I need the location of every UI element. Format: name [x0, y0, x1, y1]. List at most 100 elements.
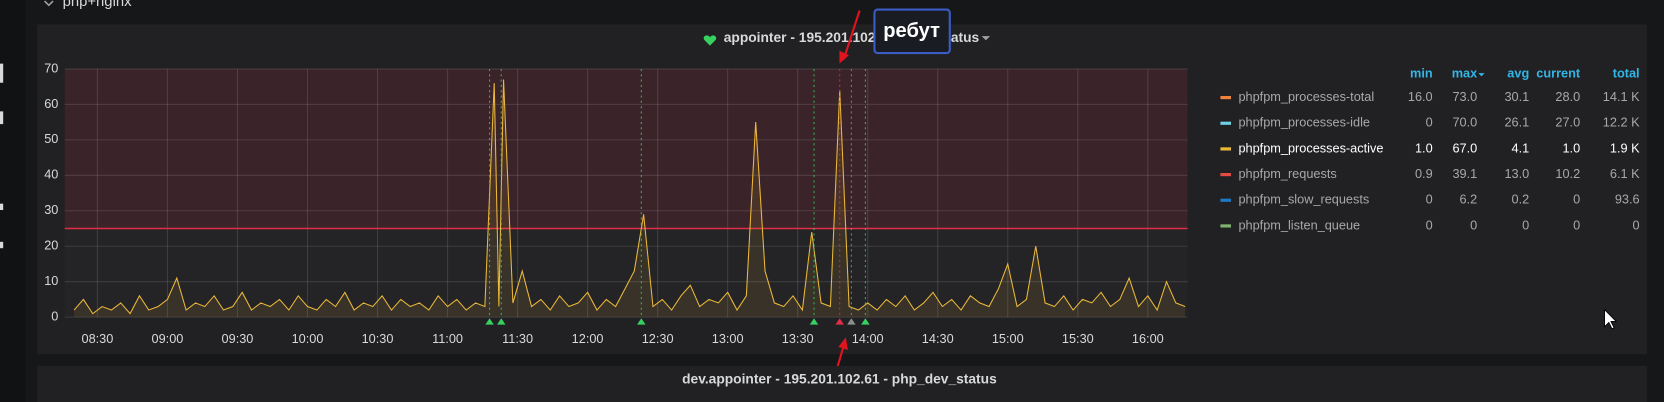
legend-name: phpfpm_slow_requests — [1238, 192, 1369, 207]
legend-stat: 0 — [1573, 192, 1580, 207]
legend-stat: 0 — [1426, 192, 1433, 207]
legend-header: current — [1536, 66, 1581, 81]
legend-name: phpfpm_requests — [1238, 166, 1336, 181]
annotation-text: ребут — [883, 20, 940, 42]
annotation-marker — [496, 318, 506, 325]
x-tick-label: 15:30 — [1062, 331, 1094, 346]
legend-stat: 0 — [1573, 217, 1580, 232]
panel-title-end[interactable]: atus — [951, 30, 980, 45]
x-tick-label: 14:30 — [922, 331, 954, 346]
x-tick-label: 12:30 — [642, 331, 674, 346]
section-title[interactable]: php+nginx — [63, 0, 133, 10]
legend-header: min — [1410, 66, 1433, 81]
legend-stat: 27.0 — [1555, 115, 1580, 130]
plot-area — [64, 68, 1188, 318]
y-tick-label: 70 — [44, 60, 58, 75]
legend-stat: 1.9 K — [1610, 140, 1640, 155]
x-tick-label: 10:30 — [362, 331, 394, 346]
legend-stat: 14.1 K — [1603, 89, 1640, 104]
y-tick-label: 60 — [44, 96, 58, 111]
legend-swatch — [1220, 198, 1232, 202]
legend-name: phpfpm_processes-idle — [1238, 115, 1370, 130]
legend-header: max — [1452, 66, 1477, 81]
legend-stat: 26.1 — [1504, 115, 1529, 130]
legend-stat: 4.1 — [1512, 140, 1530, 155]
x-tick-label: 13:00 — [712, 331, 744, 346]
y-tick-label: 20 — [44, 238, 58, 253]
y-tick-label: 0 — [51, 309, 58, 324]
x-tick-label: 16:00 — [1132, 331, 1164, 346]
legend-stat: 73.0 — [1452, 89, 1477, 104]
heart-icon — [703, 35, 717, 46]
x-tick-label: 08:30 — [81, 331, 113, 346]
sidebar-icon — [0, 241, 4, 249]
x-tick-label: 09:00 — [152, 331, 184, 346]
panel-title[interactable]: appointer - 195.201.102 — [724, 30, 876, 45]
legend-swatch — [1220, 147, 1232, 151]
next-panel — [37, 365, 1648, 402]
x-tick-label: 12:00 — [572, 331, 604, 346]
annotation-marker — [835, 318, 844, 325]
legend-swatch — [1220, 224, 1232, 228]
legend-stat: 1.0 — [1415, 140, 1433, 155]
x-tick-label: 13:30 — [782, 331, 814, 346]
annotation-box — [873, 8, 951, 55]
x-tick-label: 09:30 — [222, 331, 254, 346]
arrowhead — [839, 50, 849, 64]
sort-caret — [1478, 73, 1485, 77]
legend-stat: 28.0 — [1555, 89, 1580, 104]
y-tick-label: 10 — [44, 273, 58, 288]
next-panel-title[interactable]: dev.appointer - 195.201.102.61 - php_dev… — [682, 371, 997, 386]
legend-swatch — [1220, 121, 1232, 125]
legend-stat: 6.2 — [1460, 192, 1478, 207]
legend-stat: 93.6 — [1615, 192, 1640, 207]
annotation-marker — [861, 318, 870, 325]
legend-name: phpfpm_processes-total — [1238, 89, 1374, 104]
sidebar — [0, 0, 26, 402]
legend-swatch — [1220, 172, 1232, 177]
annotation-marker — [809, 318, 819, 325]
arrowhead — [838, 337, 848, 351]
legend-stat: 0 — [1470, 217, 1477, 232]
legend-name: phpfpm_listen_queue — [1238, 217, 1360, 232]
threshold-region — [64, 68, 1188, 229]
sidebar-icon — [0, 63, 4, 83]
legend-stat: 10.2 — [1555, 166, 1580, 181]
legend-stat: 0 — [1633, 217, 1640, 232]
y-tick-label: 50 — [44, 131, 58, 146]
legend-stat: 0.2 — [1512, 192, 1530, 207]
y-tick-label: 40 — [44, 167, 58, 182]
legend-stat: 0 — [1522, 217, 1529, 232]
legend-stat: 0 — [1426, 115, 1433, 130]
legend-stat: 30.1 — [1504, 89, 1529, 104]
legend-name: phpfpm_processes-active — [1238, 140, 1383, 155]
legend-stat: 6.1 K — [1610, 166, 1640, 181]
legend-stat: 16.0 — [1408, 89, 1433, 104]
x-tick-label: 15:00 — [992, 331, 1024, 346]
legend-stat: 70.0 — [1452, 115, 1477, 130]
legend-stat: 39.1 — [1452, 166, 1477, 181]
annotation-marker — [637, 318, 646, 325]
y-tick-label: 30 — [44, 202, 58, 217]
sidebar-icon — [0, 203, 4, 211]
sidebar-icon — [0, 111, 4, 125]
legend-stat: 0.9 — [1415, 166, 1433, 181]
cursor — [1604, 308, 1618, 330]
legend-stat: 0 — [1426, 217, 1433, 232]
annotation-marker — [485, 318, 494, 325]
legend-header: avg — [1507, 66, 1529, 81]
x-tick-label: 11:30 — [502, 331, 533, 346]
collapse-caret[interactable] — [44, 0, 54, 7]
series-line — [73, 79, 1186, 315]
x-tick-label: 14:00 — [852, 331, 884, 346]
legend-stat: 12.2 K — [1603, 115, 1640, 130]
legend-header: total — [1613, 66, 1640, 81]
legend-swatch — [1220, 95, 1232, 100]
annotation-marker — [847, 318, 856, 325]
x-tick-label: 11:00 — [432, 331, 463, 346]
legend-stat: 67.0 — [1452, 140, 1477, 155]
title-caret[interactable] — [981, 36, 991, 41]
legend-stat: 1.0 — [1562, 140, 1580, 155]
legend-stat: 13.0 — [1504, 166, 1529, 181]
